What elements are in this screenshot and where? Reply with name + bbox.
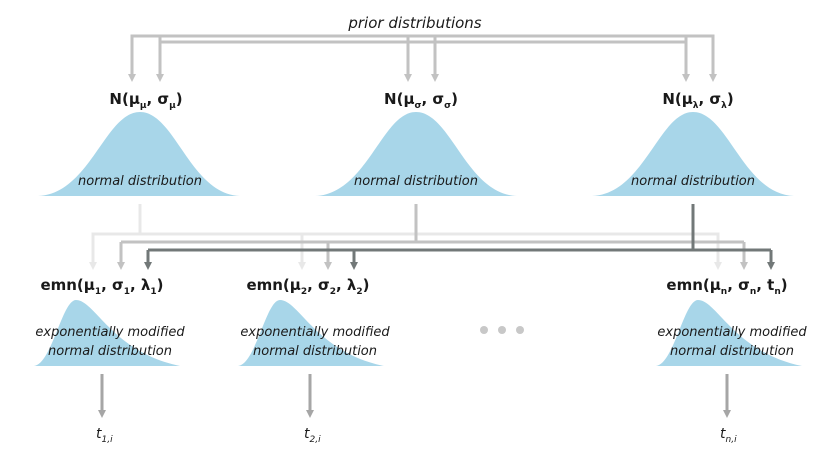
emn-label-1: emn(μ1, σ1, λ1)	[40, 276, 163, 297]
ellipsis-dot	[516, 326, 524, 334]
emn-curve-label-n-line2: normal distribution	[670, 344, 794, 359]
prior-bracket-inner	[158, 40, 686, 44]
normal-curve-lambda	[592, 112, 794, 196]
emn-connectors-light	[89, 204, 722, 270]
output-label-2: t2,i	[304, 426, 321, 445]
ellipsis-dot	[498, 326, 506, 334]
emn-label-2: emn(μ2, σ2, λ2)	[246, 276, 369, 297]
prior-bracket-top	[130, 34, 715, 38]
output-arrows	[98, 374, 731, 418]
normal-curve-label-lambda: normal distribution	[631, 174, 755, 189]
diagram-title: prior distributions	[347, 14, 481, 32]
emn-curve-label-2-line2: normal distribution	[253, 344, 377, 359]
emn-curve-n	[656, 300, 802, 366]
emn-connectors-dark	[144, 204, 775, 270]
emn-curve-label-1-line1: exponentially modified	[35, 325, 185, 340]
emn-curve-label-2-line1: exponentially modified	[240, 325, 390, 340]
normal-curve-label-mu: normal distribution	[78, 174, 202, 189]
mu-to-emnn-arrow	[140, 232, 722, 270]
prior-connectors	[128, 34, 717, 82]
normal-curve-sigma	[315, 112, 517, 196]
prior-label-lambda: N(μλ, σλ)	[662, 90, 733, 111]
mu-to-emn1-arrow	[89, 204, 142, 270]
emn-curve-1	[34, 300, 180, 366]
prior-label-mu: N(μμ, σμ)	[109, 90, 182, 111]
prior-label-sigma: N(μσ, σσ)	[384, 90, 458, 111]
emn-curve-2	[238, 300, 384, 366]
emn-label-n: emn(μn, σn, tn)	[666, 276, 787, 297]
output-label-1: t1,i	[96, 426, 113, 445]
emn-curve-label-n-line1: exponentially modified	[657, 325, 807, 340]
ellipsis-dot	[480, 326, 488, 334]
emn-curve-label-1-line2: normal distribution	[48, 344, 172, 359]
normal-curve-mu	[38, 112, 240, 196]
output-label-n: tn,i	[720, 426, 737, 445]
emn-connectors-mid	[117, 204, 748, 270]
normal-curve-label-sigma: normal distribution	[354, 174, 478, 189]
ellipsis-dots	[480, 326, 524, 334]
